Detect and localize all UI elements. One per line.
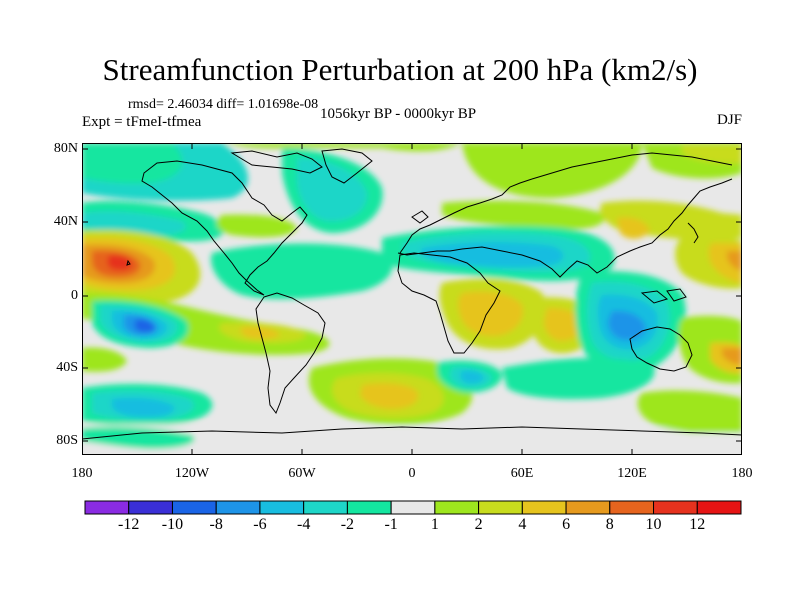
lon-label-180e: 180 [731, 466, 753, 481]
lat-label-40s: 40S [56, 360, 78, 375]
lat-ticks [82, 148, 742, 442]
colorbar-tick-label: 8 [605, 516, 614, 533]
lon-ticks [191, 143, 633, 455]
lat-label-80n: 80N [53, 141, 78, 156]
colorbar-tick-label: 6 [562, 516, 571, 533]
colorbar-tick-label: -6 [253, 516, 267, 533]
colorbar-tick-label: -1 [384, 516, 398, 533]
colorbar-tick-label: 10 [645, 516, 662, 533]
colorbar-tick-label: -2 [340, 516, 355, 533]
colorbar-swatch [171, 500, 217, 515]
experiment-label: Expt = tFmeI-tfmea [82, 114, 202, 130]
lon-label-60e: 60E [510, 466, 534, 481]
colorbar-swatch [84, 500, 130, 515]
colorbar-tick-label: -12 [118, 516, 140, 533]
lon-label-120w: 120W [174, 466, 210, 481]
lon-label-180w: 180 [71, 466, 93, 481]
lon-label-0: 0 [408, 466, 416, 481]
lon-label-120e: 120E [617, 466, 647, 481]
colorbar-swatch [653, 500, 698, 515]
chart-title: Streamfunction Perturbation at 200 hPa (… [102, 52, 698, 87]
colorbar-tick-label: 12 [689, 516, 706, 533]
lat-label-40n: 40N [53, 214, 78, 229]
colorbar-tick-label: -10 [161, 516, 184, 533]
colorbar-swatch [346, 500, 392, 515]
period-label: 1056kyr BP - 0000kyr BP [320, 106, 477, 122]
lat-label-0: 0 [71, 288, 78, 303]
lon-label-60w: 60W [288, 466, 316, 481]
stats-text: rmsd= 2.46034 diff= 1.01698e-08 [128, 97, 319, 112]
colorbar-swatch [128, 500, 173, 515]
colorbar-swatch [215, 500, 261, 515]
lat-label-80s: 80S [56, 433, 78, 448]
colorbar-tick-label: -4 [296, 516, 311, 533]
colorbar-swatch [521, 500, 567, 515]
colorbar-tick-label: -8 [209, 516, 223, 533]
colorbar-swatch [609, 500, 655, 515]
colorbar-swatch [478, 500, 523, 515]
colorbar-swatch [390, 500, 436, 515]
coastlines [82, 148, 742, 440]
colorbar-swatch [434, 500, 480, 515]
season-label: DJF [716, 112, 742, 128]
colorbar [84, 500, 742, 515]
colorbar-swatch [259, 500, 305, 515]
colorbar-swatch [696, 500, 742, 515]
colorbar-tick-label: 4 [518, 516, 527, 533]
colorbar-swatch [565, 500, 611, 515]
colorbar-swatch [303, 500, 348, 515]
map-panel [82, 143, 742, 455]
colorbar-tick-label: 1 [430, 516, 439, 533]
colorbar-tick-label: 2 [474, 516, 483, 533]
